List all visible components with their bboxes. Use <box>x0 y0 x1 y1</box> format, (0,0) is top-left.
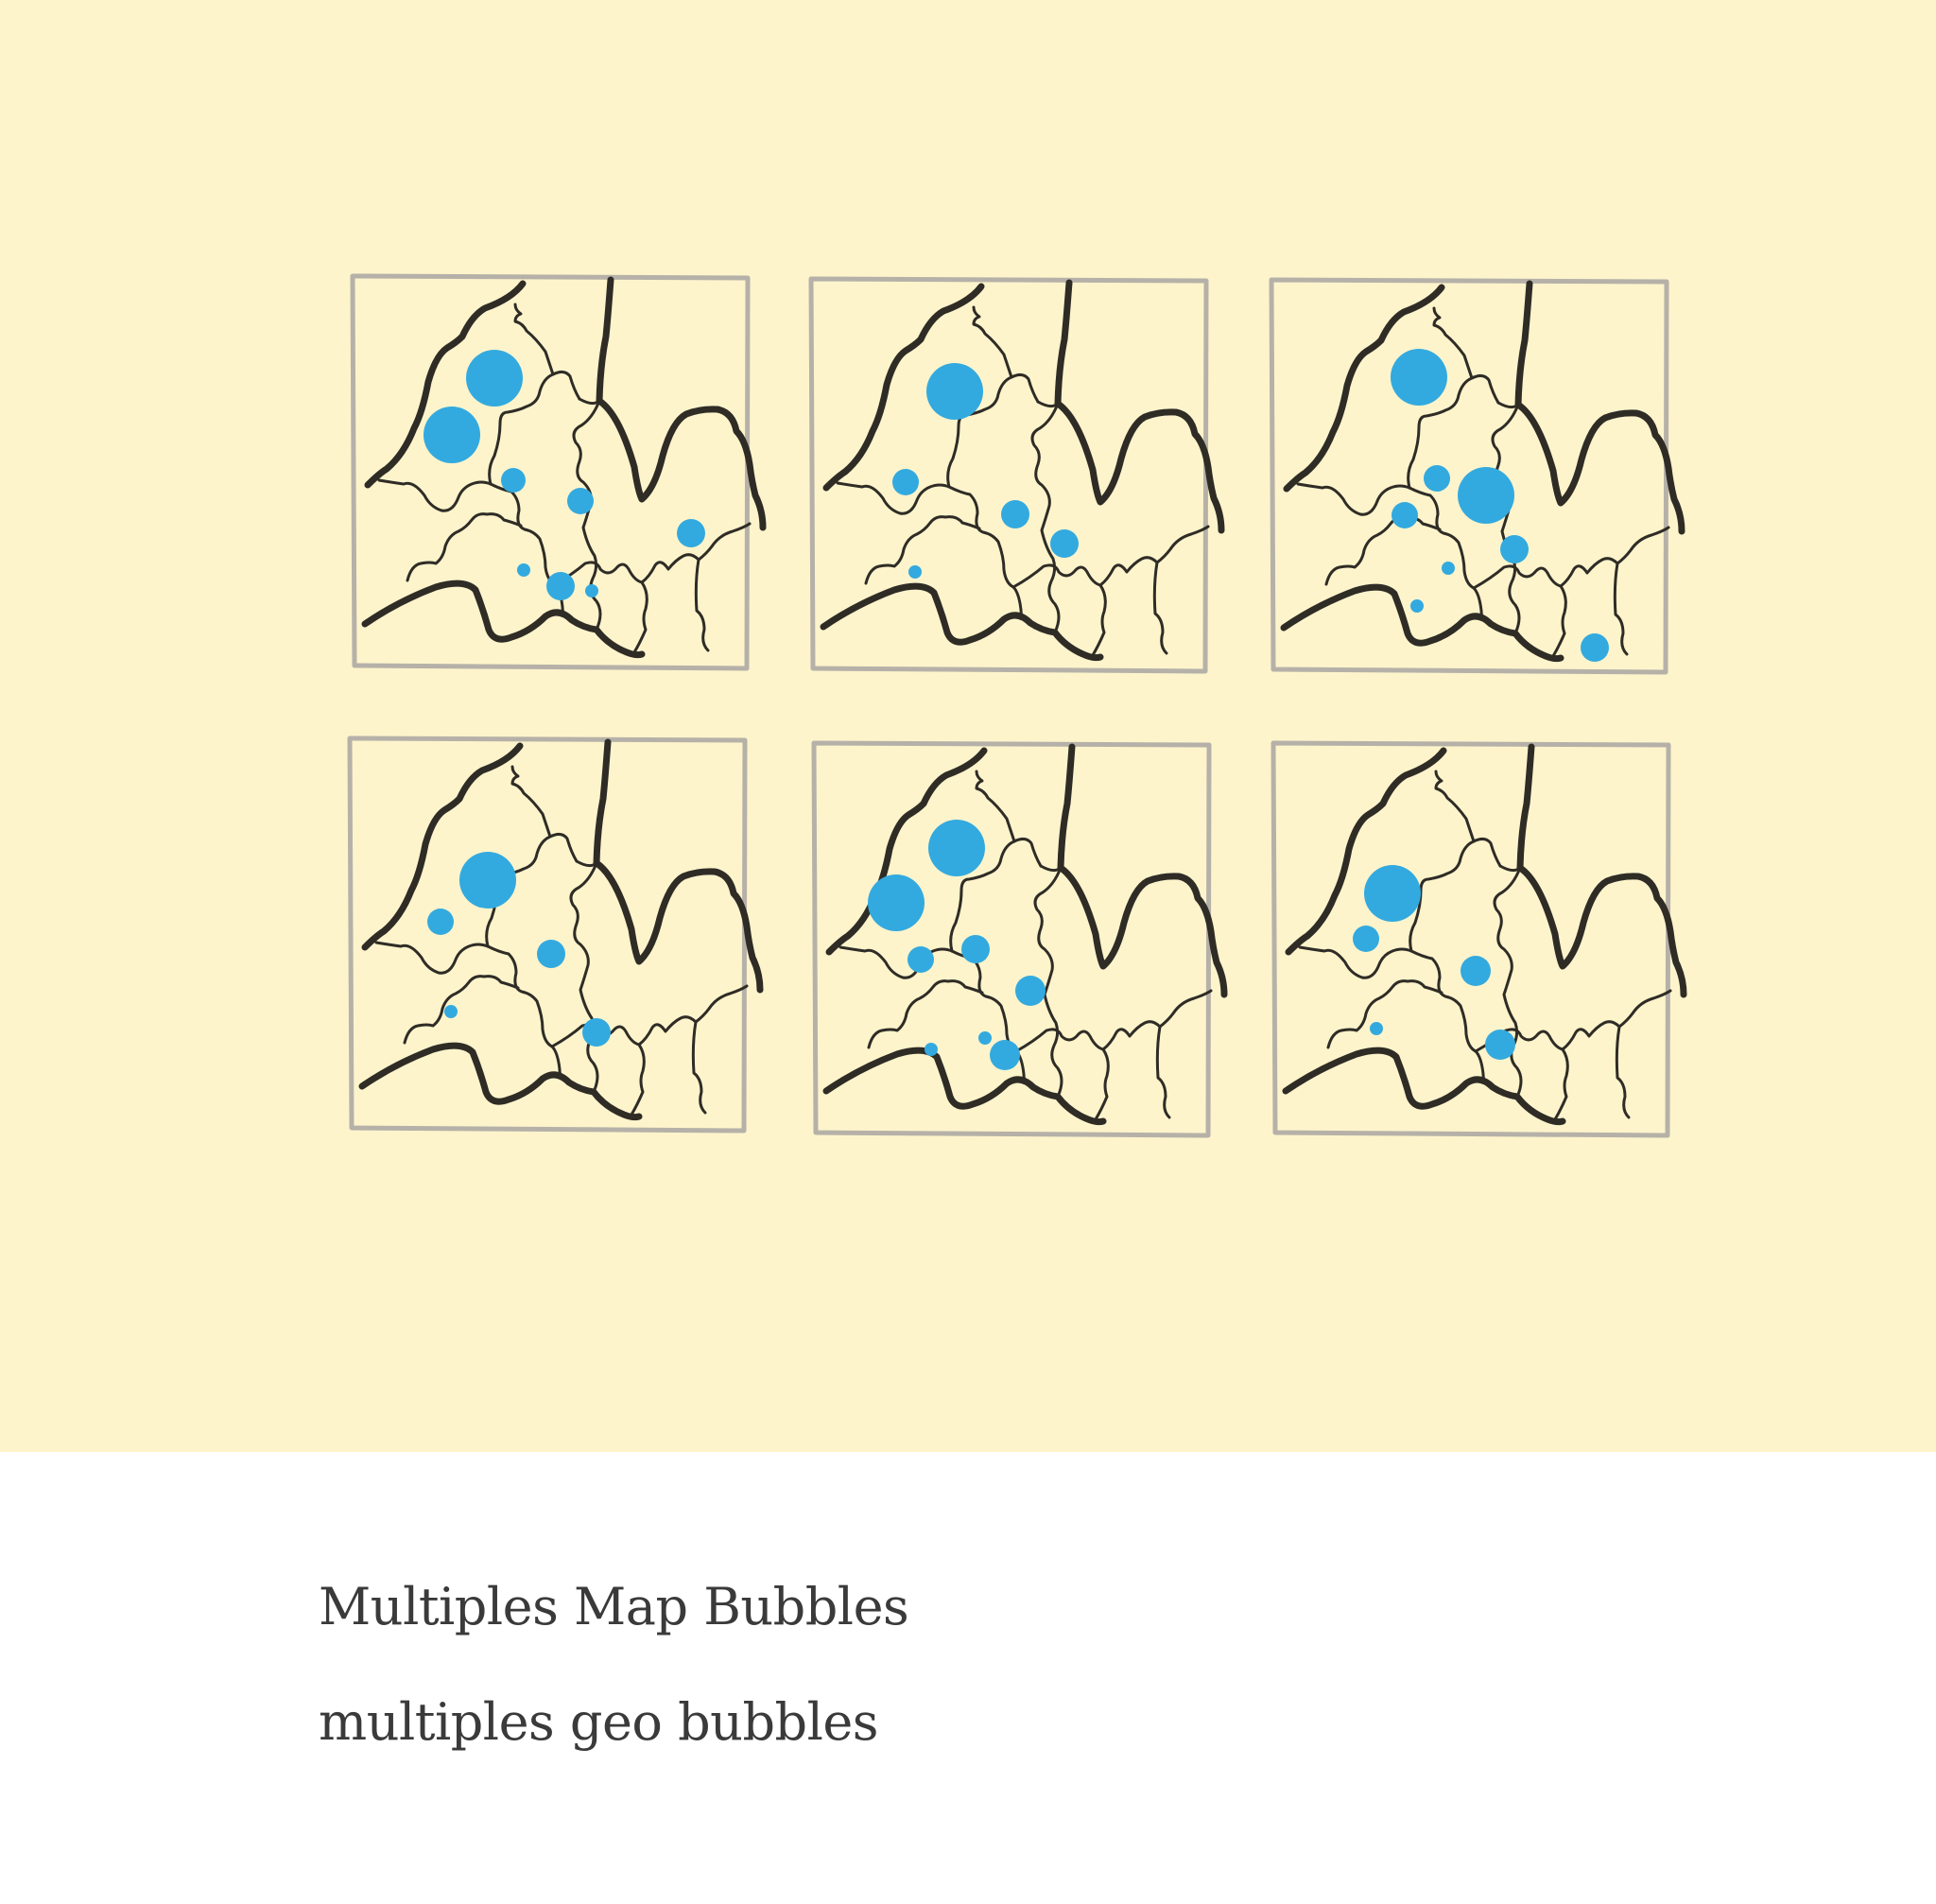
caption-subtitle: multiples geo bubbles <box>319 1692 879 1752</box>
map-bubble <box>925 1043 938 1056</box>
map-panel-2 <box>811 279 1221 671</box>
illustration-canvas <box>0 0 1936 1452</box>
map-bubble <box>427 909 454 935</box>
map-bubble <box>582 1018 611 1047</box>
map-bubble <box>677 519 705 547</box>
map-bubble <box>1442 562 1455 575</box>
map-bubble <box>585 584 598 597</box>
map-bubble <box>1001 500 1029 528</box>
map-panel-3 <box>1271 280 1682 672</box>
map-bubble <box>1050 529 1079 558</box>
map-bubble <box>1458 467 1514 524</box>
map-panel-5 <box>814 743 1224 1135</box>
map-bubble <box>978 1031 992 1045</box>
map-bubble <box>444 1005 458 1018</box>
map-bubble <box>990 1040 1020 1070</box>
map-bubble <box>1461 956 1491 986</box>
caption: Multiples Map Bubbles multiples geo bubb… <box>319 1569 1737 1760</box>
map-bubble <box>961 935 990 963</box>
map-bubble <box>1364 865 1421 922</box>
map-bubble <box>928 820 985 876</box>
map-bubble <box>1500 535 1529 563</box>
map-bubble <box>459 852 516 909</box>
map-bubble <box>517 563 530 577</box>
map-bubble <box>868 874 925 931</box>
map-bubble <box>546 572 575 600</box>
map-bubble <box>1015 976 1046 1006</box>
map-bubble <box>1485 1030 1515 1060</box>
map-bubble <box>892 469 919 495</box>
map-bubble <box>466 350 523 407</box>
map-bubble <box>1353 926 1379 952</box>
illustration-background <box>0 0 1936 1452</box>
map-bubble <box>1424 465 1450 492</box>
map-panel-1 <box>353 276 763 668</box>
map-bubble <box>1410 599 1424 613</box>
map-bubble <box>1370 1022 1383 1035</box>
map-bubble <box>1391 349 1447 406</box>
caption-title: Multiples Map Bubbles <box>319 1577 909 1636</box>
map-bubble <box>908 946 934 973</box>
map-bubble <box>926 363 983 420</box>
map-panel-4 <box>350 738 760 1131</box>
map-bubble <box>424 407 480 463</box>
map-panel-6 <box>1273 743 1684 1135</box>
map-bubble <box>567 488 594 514</box>
map-bubble <box>1581 633 1609 662</box>
map-bubble <box>1392 502 1418 528</box>
map-bubble <box>501 468 526 493</box>
map-bubble <box>537 940 565 968</box>
map-bubble <box>908 565 922 579</box>
